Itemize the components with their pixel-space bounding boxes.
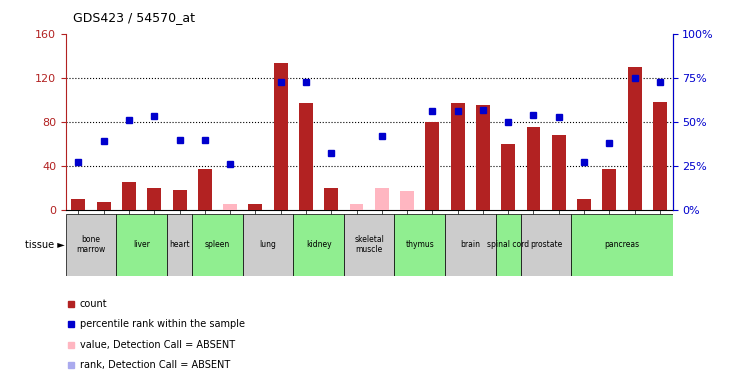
Bar: [520, 214, 572, 276]
Bar: [653, 102, 667, 210]
Text: value, Detection Call = ABSENT: value, Detection Call = ABSENT: [80, 340, 235, 350]
Text: brain: brain: [461, 240, 480, 249]
Bar: [325, 188, 338, 210]
Bar: [96, 202, 110, 210]
Text: tissue ►: tissue ►: [25, 240, 64, 250]
Bar: [66, 214, 116, 276]
Bar: [526, 128, 540, 210]
Bar: [445, 214, 496, 276]
Text: heart: heart: [170, 240, 190, 249]
Bar: [552, 135, 566, 210]
Bar: [273, 63, 287, 210]
Bar: [198, 169, 212, 210]
Bar: [116, 214, 167, 276]
Text: lung: lung: [260, 240, 276, 249]
Bar: [451, 103, 465, 210]
Bar: [299, 103, 313, 210]
Bar: [425, 122, 439, 210]
Text: count: count: [80, 298, 107, 309]
Bar: [72, 199, 86, 210]
Text: kidney: kidney: [306, 240, 331, 249]
Text: spinal cord: spinal cord: [487, 240, 529, 249]
Bar: [344, 214, 395, 276]
Bar: [496, 214, 521, 276]
Bar: [501, 144, 515, 210]
Bar: [173, 190, 186, 210]
Bar: [249, 204, 262, 210]
Bar: [577, 199, 591, 210]
Text: bone
marrow: bone marrow: [77, 235, 106, 254]
Text: rank, Detection Call = ABSENT: rank, Detection Call = ABSENT: [80, 360, 230, 370]
Bar: [395, 214, 445, 276]
Bar: [243, 214, 293, 276]
Bar: [572, 214, 673, 276]
Bar: [400, 191, 414, 210]
Text: skeletal
muscle: skeletal muscle: [355, 235, 384, 254]
Bar: [122, 183, 136, 210]
Bar: [192, 214, 243, 276]
Bar: [293, 214, 344, 276]
Bar: [375, 188, 389, 210]
Text: prostate: prostate: [530, 240, 562, 249]
Bar: [349, 204, 363, 210]
Bar: [602, 169, 616, 210]
Text: spleen: spleen: [205, 240, 230, 249]
Text: liver: liver: [133, 240, 150, 249]
Text: pancreas: pancreas: [605, 240, 640, 249]
Bar: [167, 214, 192, 276]
Bar: [476, 105, 490, 210]
Text: GDS423 / 54570_at: GDS423 / 54570_at: [73, 11, 195, 24]
Text: thymus: thymus: [406, 240, 434, 249]
Bar: [223, 204, 237, 210]
Bar: [148, 188, 162, 210]
Text: percentile rank within the sample: percentile rank within the sample: [80, 319, 245, 329]
Bar: [628, 67, 642, 210]
